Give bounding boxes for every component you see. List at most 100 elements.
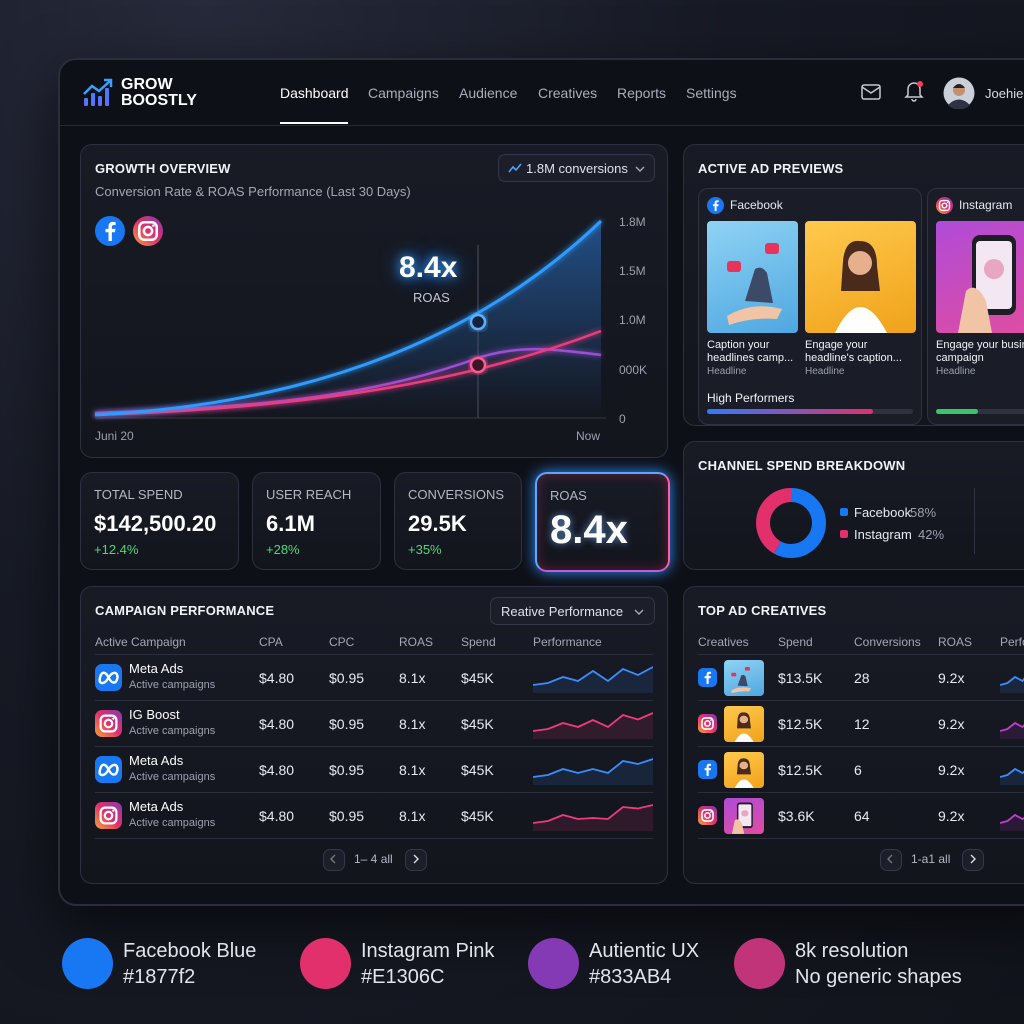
creative-thumbnail <box>724 706 764 742</box>
ad-illustration <box>958 235 1016 333</box>
growth-chart <box>94 219 606 419</box>
row-divider <box>698 700 1024 701</box>
nav-item[interactable]: Settings <box>686 85 737 101</box>
swatch-detail: No generic shapes <box>795 966 962 988</box>
next-page[interactable] <box>405 849 427 871</box>
prev-page[interactable] <box>880 849 902 871</box>
card-title: TOP AD CREATIVES <box>698 603 827 618</box>
icon-glyph <box>98 763 119 777</box>
ad-preview-card: Facebook Caption your headlines camp... He… <box>698 188 922 425</box>
legend-swatch <box>840 530 848 538</box>
icon-glyph <box>701 809 714 822</box>
meta-icon <box>95 756 122 783</box>
nav-item[interactable]: Campaigns <box>368 85 439 101</box>
column-header: Spend <box>778 635 813 649</box>
next-page[interactable] <box>962 849 984 871</box>
cell-cpa: $4.80 <box>259 762 295 778</box>
y-axis-label: 0 <box>619 412 626 426</box>
stat-label: USER REACH <box>266 487 352 502</box>
legend-name: Instagram <box>854 527 912 542</box>
cell-spend: $12.5K <box>778 716 823 732</box>
chevron <box>413 854 419 864</box>
ad-caption: Caption your headlines camp... <box>707 339 794 364</box>
campaign-subtitle: Active campaigns <box>129 771 216 783</box>
active-ad-previews-card: ACTIVE AD PREVIEWS Facebook Caption your h… <box>683 144 1024 426</box>
nav-active-underline <box>280 122 348 124</box>
legend-value: 58% <box>910 505 937 520</box>
nav-item[interactable]: Audience <box>459 85 518 101</box>
cell-cpa: $4.80 <box>259 808 295 824</box>
cell-roas: 8.1x <box>399 716 426 732</box>
sparkline <box>1000 675 1024 693</box>
chevron <box>330 854 336 864</box>
pink-marker <box>469 356 487 374</box>
growth-overview-card: GROWTH OVERVIEW Conversion Rate & ROAS Pe… <box>80 144 668 458</box>
column-header: Spend <box>461 635 496 649</box>
instagram-icon <box>133 216 163 246</box>
header-divider <box>60 125 1024 126</box>
ad-image <box>707 221 798 333</box>
thumb-illustration <box>734 712 754 742</box>
cell-cpc: $0.95 <box>329 808 365 824</box>
color-swatch <box>528 938 579 989</box>
ad-preview-card: Instagram Engage your business campaign He… <box>927 188 1024 425</box>
swatch-name: Instagram Pink <box>361 940 495 962</box>
stat-label: CONVERSIONS <box>408 487 505 502</box>
row-divider <box>95 838 653 839</box>
column-header: CPA <box>259 635 283 649</box>
stat-card: USER REACH 6.1M +28% <box>252 472 381 570</box>
cell-spend: $12.5K <box>778 762 823 778</box>
nav-item[interactable]: Creatives <box>538 85 598 101</box>
facebook-icon <box>95 216 125 246</box>
creative-thumbnail <box>724 660 764 696</box>
cell-cpa: $4.80 <box>259 716 295 732</box>
x-axis-label: Now <box>576 429 601 443</box>
card-title: CAMPAIGN PERFORMANCE <box>95 603 275 618</box>
chevron <box>887 854 893 864</box>
campaign-name: Meta Ads <box>129 661 184 676</box>
icon-glyph <box>105 221 116 241</box>
cell-conversions: 12 <box>854 716 870 732</box>
icon-glyph <box>99 806 118 825</box>
prev-page[interactable] <box>323 849 345 871</box>
dropdown[interactable]: Reative Performance <box>490 597 655 625</box>
ad-label: Headline <box>936 366 976 377</box>
legend-name: Facebook <box>854 505 912 520</box>
thumb-illustration <box>731 667 751 694</box>
column-header: Creatives <box>698 635 749 649</box>
swatch-name: Autientic UX <box>589 940 700 962</box>
campaign-subtitle: Active campaigns <box>129 817 216 829</box>
facebook-icon <box>698 668 717 687</box>
icon-glyph <box>99 714 118 733</box>
dropdown[interactable]: 1.8M conversions <box>498 154 655 182</box>
platform-name: Instagram <box>959 198 1013 212</box>
sparkline <box>1000 813 1024 831</box>
y-axis-label: 000K <box>619 363 648 377</box>
creative-thumbnail <box>724 752 764 788</box>
row-divider <box>698 654 1024 655</box>
y-axis-label: 1.5M <box>619 264 646 278</box>
user-name[interactable]: Joehie <box>985 86 1024 101</box>
column-header: Performance <box>533 635 602 649</box>
cell-spend: $45K <box>461 716 494 732</box>
cell-conversions: 64 <box>854 808 870 824</box>
blue-line <box>94 219 603 417</box>
nav-item[interactable]: Dashboard <box>280 85 349 101</box>
nav-item[interactable]: Reports <box>617 85 667 101</box>
campaign-subtitle: Active campaigns <box>129 679 216 691</box>
row-divider <box>698 792 1024 793</box>
cell-roas: 9.2x <box>938 670 965 686</box>
swatch-detail: #1877f2 <box>123 966 196 988</box>
card-subtitle: Conversion Rate & ROAS Performance (Last… <box>95 184 411 199</box>
campaign-performance-card: CAMPAIGN PERFORMANCE Reative Performance A… <box>80 586 668 884</box>
x-axis-label: Juni 20 <box>95 429 134 443</box>
user-avatar[interactable] <box>943 77 975 109</box>
channel-spend-card: CHANNEL SPEND BREAKDOWN Facebook 58% Instag… <box>683 441 1024 570</box>
notification-icon[interactable] <box>903 80 925 102</box>
card-title: GROWTH OVERVIEW <box>95 161 231 176</box>
swatch-name: Facebook Blue <box>123 940 257 962</box>
column-header: Active Campaign <box>95 635 186 649</box>
brand-line: GROW <box>121 76 173 93</box>
cell-spend: $45K <box>461 670 494 686</box>
mail-icon[interactable] <box>861 84 881 100</box>
